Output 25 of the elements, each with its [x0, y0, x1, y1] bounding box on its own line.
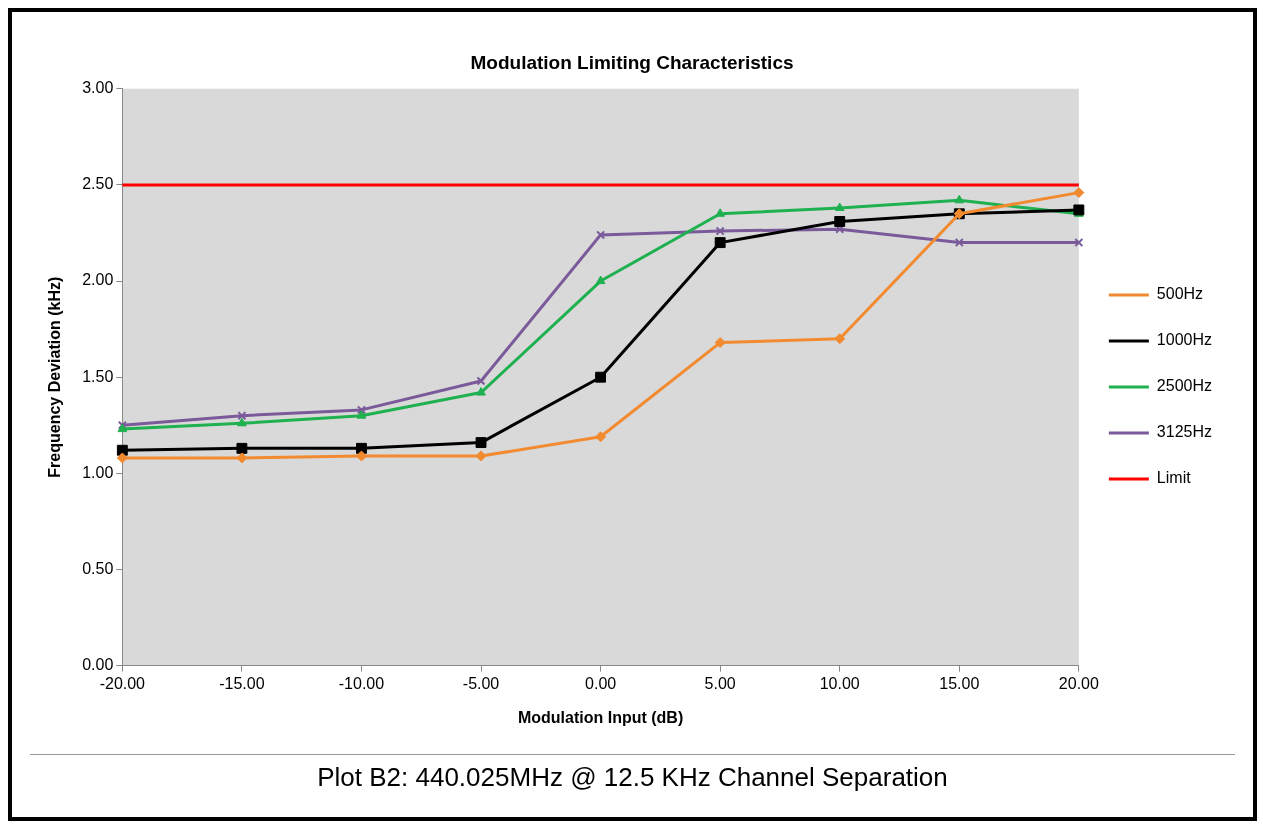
- y-tick-label: 1.50: [82, 367, 114, 385]
- y-axis-title: Frequency Deviation (kHz): [46, 276, 64, 478]
- legend-label: 2500Hz: [1156, 377, 1213, 395]
- x-tick-label: 0.00: [585, 674, 617, 692]
- x-tick-label: -15.00: [219, 674, 265, 692]
- x-tick-label: 5.00: [704, 674, 736, 692]
- chart-title: Modulation Limiting Characteristics: [470, 51, 794, 73]
- y-tick-label: 0.00: [82, 656, 114, 674]
- x-tick-label: 15.00: [939, 674, 980, 692]
- x-axis-title: Modulation Input (dB): [517, 708, 684, 726]
- y-tick-label: 0.50: [82, 559, 114, 577]
- legend-label: Limit: [1156, 469, 1192, 487]
- legend-label: 500Hz: [1156, 285, 1204, 303]
- y-tick-label: 2.00: [82, 271, 114, 289]
- legend-label: 3125Hz: [1156, 423, 1213, 441]
- text: Plot B2: 440.025MHz @ 12.5 KHz Channel Separation: [316, 762, 949, 793]
- x-tick-label: -10.00: [338, 674, 385, 692]
- x-tick-label: -5.00: [462, 674, 500, 692]
- y-tick-label: 2.50: [82, 175, 114, 193]
- y-tick-label: 1.00: [82, 463, 114, 481]
- x-tick-label: 20.00: [1058, 674, 1099, 692]
- legend-label: 1000Hz: [1156, 331, 1213, 349]
- x-tick-label: -20.00: [99, 674, 146, 692]
- y-tick-label: 3.00: [82, 79, 114, 97]
- x-tick-label: 10.00: [819, 674, 860, 692]
